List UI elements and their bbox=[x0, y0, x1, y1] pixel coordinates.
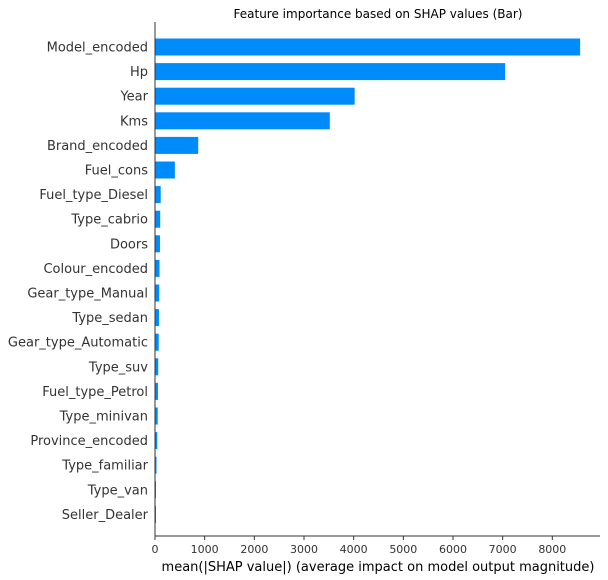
category-label: Fuel_type_Diesel bbox=[39, 188, 148, 203]
bar-year bbox=[155, 87, 355, 105]
chart-title: Feature importance based on SHAP values … bbox=[234, 7, 523, 21]
x-axis-label: mean(|SHAP value|) (average impact on mo… bbox=[162, 560, 595, 575]
category-labels-group: Model_encoded Hp Year Kms Brand_encoded Fuel_… bbox=[8, 41, 149, 523]
category-label: Model_encoded bbox=[47, 41, 148, 56]
bar-colour-encoded bbox=[155, 259, 160, 277]
category-label: Colour_encoded bbox=[43, 262, 148, 277]
category-label: Hp bbox=[130, 65, 148, 80]
bar-model-encoded bbox=[155, 38, 581, 56]
bar-kms bbox=[155, 112, 330, 130]
bar-type-minivan bbox=[155, 407, 158, 425]
category-label: Type_cabrio bbox=[70, 213, 148, 228]
bar-province-encoded bbox=[155, 432, 158, 450]
category-label: Gear_type_Automatic bbox=[8, 336, 148, 351]
bar-type-sedan bbox=[155, 309, 159, 327]
category-label: Seller_Dealer bbox=[62, 508, 149, 523]
category-label: Type_familiar bbox=[61, 459, 148, 474]
category-label: Province_encoded bbox=[30, 434, 148, 449]
x-tick-label: 7000 bbox=[489, 543, 517, 556]
x-tick-label: 0 bbox=[152, 543, 159, 556]
x-ticks-group: 0 1000 2000 3000 4000 5000 6000 7000 8000 bbox=[152, 536, 566, 556]
bar-fuel-cons bbox=[155, 161, 175, 179]
x-tick-label: 8000 bbox=[538, 543, 566, 556]
category-label: Fuel_type_Petrol bbox=[42, 385, 148, 400]
bar-type-suv bbox=[155, 358, 159, 376]
x-tick-label: 1000 bbox=[191, 543, 219, 556]
category-label: Brand_encoded bbox=[47, 139, 148, 154]
bar-hp bbox=[155, 63, 506, 81]
x-tick-label: 3000 bbox=[290, 543, 318, 556]
category-label: Fuel_cons bbox=[85, 164, 148, 179]
x-tick-label: 2000 bbox=[240, 543, 268, 556]
bar-gear-type-manual bbox=[155, 284, 160, 302]
bar-fuel-type-diesel bbox=[155, 186, 161, 204]
bar-brand-encoded bbox=[155, 136, 199, 154]
bar-fuel-type-petrol bbox=[155, 382, 158, 400]
category-label: Type_suv bbox=[88, 360, 148, 375]
bar-doors bbox=[155, 235, 160, 253]
bar-type-familiar bbox=[155, 456, 157, 474]
bar-type-cabrio bbox=[155, 210, 161, 228]
category-label: Doors bbox=[110, 237, 148, 252]
category-label: Year bbox=[119, 90, 148, 105]
bars-group bbox=[155, 38, 581, 523]
category-label: Kms bbox=[120, 114, 148, 129]
bar-gear-type-automatic bbox=[155, 333, 159, 351]
x-tick-label: 6000 bbox=[439, 543, 467, 556]
category-label: Type_minivan bbox=[59, 410, 148, 425]
category-label: Type_van bbox=[87, 483, 148, 498]
x-tick-label: 5000 bbox=[389, 543, 417, 556]
category-label: Gear_type_Manual bbox=[27, 287, 148, 302]
x-tick-label: 4000 bbox=[340, 543, 368, 556]
category-label: Type_sedan bbox=[71, 311, 148, 326]
